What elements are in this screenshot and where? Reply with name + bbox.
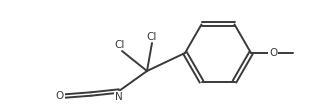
Text: O: O: [269, 48, 277, 58]
Text: N: N: [115, 92, 123, 102]
Text: O: O: [56, 91, 64, 101]
Text: Cl: Cl: [147, 32, 157, 42]
Text: Cl: Cl: [115, 40, 125, 50]
